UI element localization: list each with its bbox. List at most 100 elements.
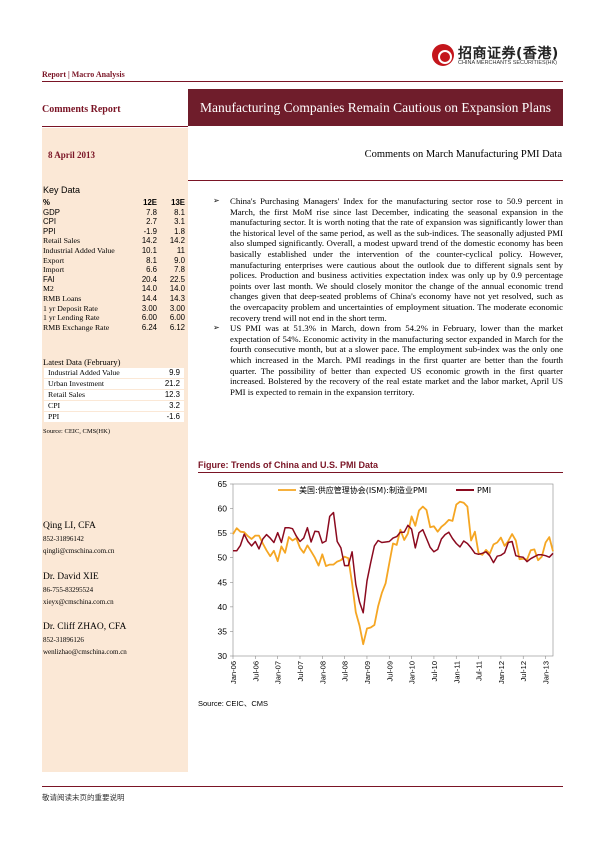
key-data-cell-v13: 6.12: [169, 322, 185, 332]
header-rule: [42, 81, 563, 82]
key-data-cell-v12: 10.1: [141, 245, 157, 255]
x-tick-label: Jul-06: [251, 661, 260, 681]
logo-chinese-name: 招商证券(香港): [458, 46, 559, 62]
latest-data-row: CPI 3.2: [44, 400, 184, 412]
x-tick-label: Jan-08: [318, 661, 327, 684]
key-data-cell-v12: 8.1: [146, 255, 157, 265]
analyst-1: Qing LI, CFA 852-31896142 qingli@cmschin…: [43, 520, 114, 558]
key-data-cell-v12: 6.00: [141, 313, 157, 323]
key-data-cell-v13: 1.8: [174, 226, 185, 236]
key-data-cell-v12: 14.0: [141, 284, 157, 294]
key-data-cell-label: Industrial Added Value: [43, 245, 115, 255]
x-tick-label: Jan-10: [408, 661, 417, 684]
y-tick-label: 30: [218, 651, 228, 661]
x-tick-label: Jan-11: [452, 661, 461, 683]
y-tick-label: 50: [218, 553, 228, 563]
latest-data-row: Industrial Added Value 9.9: [44, 368, 184, 379]
key-data-row: FAI 20.4 22.5: [43, 275, 185, 285]
analyst-phone: 86-755-83295524: [43, 585, 94, 594]
key-data-cell-v13: 6.00: [169, 313, 185, 323]
latest-data-value: 3.2: [154, 400, 184, 412]
analyst-phone: 852-31896126: [43, 635, 84, 644]
key-data-cell-v12: 2.7: [146, 217, 157, 227]
key-data-cell-v13: 9.0: [174, 255, 185, 265]
key-data-cell-label: PPI: [43, 226, 56, 236]
comments-report-label: Comments Report: [42, 104, 121, 115]
key-data-row: Retail Sales 14.2 14.2: [43, 236, 185, 246]
x-tick-label: Jan-09: [363, 661, 372, 684]
logo-emblem-icon: [432, 44, 454, 66]
key-data-row: RMB Loans 14.4 14.3: [43, 294, 185, 304]
analyst-name: Dr. Cliff ZHAO, CFA: [43, 622, 127, 632]
legend-label-1: PMI: [477, 486, 491, 495]
key-data-row: M2 14.0 14.0: [43, 284, 185, 294]
report-title: Manufacturing Companies Remain Cautious …: [188, 89, 563, 126]
key-data-cell-v13: 3.1: [174, 217, 185, 227]
latest-data-value: 21.2: [154, 378, 184, 390]
body-paragraph-us: US PMI was at 51.3% in March, down from …: [213, 323, 563, 397]
key-data-row: Industrial Added Value 10.1 11: [43, 246, 185, 256]
key-data-cell-label: GDP: [43, 207, 60, 217]
key-data-cell-v12: 6.24: [141, 322, 157, 332]
key-data-cell-v13: 3.00: [169, 303, 185, 313]
key-data-cell-v12: 6.6: [146, 265, 157, 275]
footer-disclaimer: 敬请阅读末页的重要说明: [42, 793, 125, 802]
key-data-cell-label: CPI: [43, 217, 56, 227]
latest-data-row: Retail Sales 12.3: [44, 389, 184, 401]
key-data-cell-v13: 7.8: [174, 265, 185, 275]
latest-data-value: 9.9: [154, 368, 184, 379]
report-body: China's Purchasing Managers' Index for t…: [213, 196, 563, 397]
analyst-name: Qing LI, CFA: [43, 521, 96, 531]
y-tick-label: 35: [218, 626, 228, 636]
key-data-cell-v12: -1.9: [143, 226, 157, 236]
key-data-cell-v12: 14.2: [141, 236, 157, 246]
key-data-col-label: %: [43, 198, 50, 207]
key-data-title: Key Data: [43, 185, 81, 195]
x-tick-label: Jan-13: [542, 661, 551, 684]
key-data-cell-label: Import: [43, 265, 65, 275]
analyst-email[interactable]: qingli@cmschina.com.cn: [43, 547, 115, 555]
analyst-name: Dr. David XIE: [43, 572, 99, 582]
key-data-cell-label: RMB Exchange Rate: [43, 322, 110, 332]
pmi-line-chart: 30 35 40 45 50 55 60 65 Jan-06 Jul-06 Jan-07 Jul-07…: [218, 479, 554, 684]
analyst-email[interactable]: xieyx@cmschina.com.cn: [43, 598, 114, 606]
figure-rule: [198, 472, 563, 473]
latest-data-value: -1.6: [154, 411, 184, 423]
latest-data-label: Urban Investment: [44, 378, 155, 390]
key-data-cell-label: 1 yr Lending Rate: [43, 313, 100, 323]
analyst-2: Dr. David XIE 86-755-83295524 xieyx@cmsc…: [43, 571, 114, 609]
key-data-cell-v13: 11: [176, 245, 185, 255]
date-box: [42, 128, 188, 182]
company-logo: 招商证券(香港) CHINA MERCHANTS SECURITIES(HK): [432, 44, 562, 72]
analyst-phone: 852-31896142: [43, 534, 84, 543]
report-type: Report | Macro Analysis: [42, 70, 125, 79]
body-paragraph-china: China's Purchasing Managers' Index for t…: [213, 196, 563, 323]
key-data-col-13e: 13E: [171, 198, 185, 207]
y-tick-label: 40: [218, 602, 228, 612]
key-data-header-row: % 12E 13E: [43, 198, 185, 208]
latest-data-label: PPI: [44, 411, 155, 423]
latest-data-value: 12.3: [154, 389, 184, 401]
latest-data-label: Retail Sales: [44, 389, 155, 401]
report-date: 8 April 2013: [48, 150, 96, 160]
analyst-email[interactable]: wenlizhao@cmschina.com.cn: [43, 648, 127, 656]
key-data-cell-label: Retail Sales: [43, 236, 81, 246]
plot-frame: [232, 483, 554, 657]
analyst-3: Dr. Cliff ZHAO, CFA 852-31896126 wenlizh…: [43, 621, 127, 659]
key-data-cell-v12: 7.8: [146, 207, 157, 217]
latest-data-label: CPI: [44, 400, 155, 412]
key-data-cell-v13: 22.5: [169, 274, 185, 284]
key-data-row: Export 8.1 9.0: [43, 256, 185, 266]
key-data-cell-label: M2: [43, 284, 54, 294]
footer-rule: [42, 786, 563, 787]
x-tick-label: Jul-08: [341, 661, 350, 681]
series-line-0: [232, 500, 554, 646]
key-data-row: Import 6.6 7.8: [43, 265, 185, 275]
key-data-table: % 12E 13E GDP 7.8 8.1 CPI 2.7 3.1 PPI -1.9 1.8 Re…: [43, 198, 185, 332]
x-tick-label: Jan-06: [229, 661, 238, 684]
x-tick-label: Jul-12: [519, 661, 528, 681]
figure-title: Figure: Trends of China and U.S. PMI Dat…: [198, 460, 379, 470]
key-data-row: RMB Exchange Rate 6.24 6.12: [43, 323, 185, 333]
left-rule: [42, 126, 188, 127]
x-tick-label: Jan-07: [274, 661, 283, 684]
